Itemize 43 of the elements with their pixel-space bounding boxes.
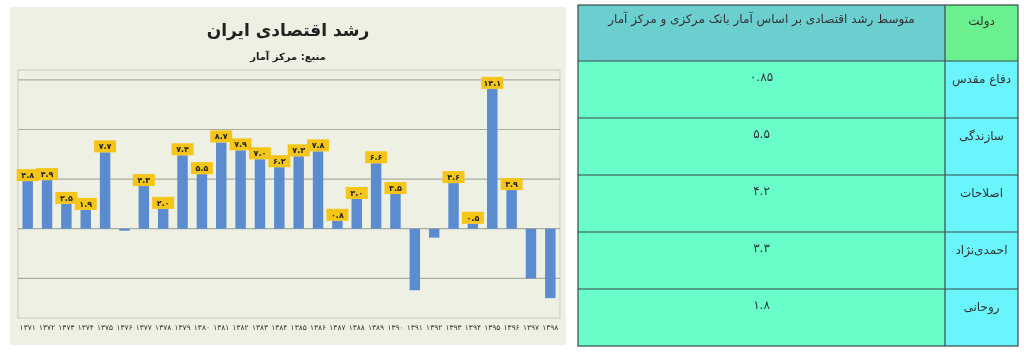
data-label: ۴.۳ xyxy=(137,176,151,186)
data-label: ۴.۲ xyxy=(753,184,770,198)
bar xyxy=(409,228,421,291)
data-label: ۷.۴ xyxy=(176,145,190,155)
data-label: ۷.۸ xyxy=(311,141,325,151)
data-label: ۳.۹ xyxy=(505,180,519,190)
data-label: ۶.۲ xyxy=(272,157,286,167)
text: متوسط رشد اقتصادی بر اساس آمار بانک مرکزی و مرکز آمار xyxy=(607,11,915,27)
data-label: ۵.۵ xyxy=(753,127,770,141)
data-label: ۳.۵ xyxy=(389,184,402,193)
text: دولت xyxy=(968,14,995,29)
category-label: سازندگی xyxy=(959,129,1004,144)
category-label: احمدی‌نژاد xyxy=(955,243,1008,258)
data-label: ۴.۶ xyxy=(447,173,461,183)
data-label: ۷.۳ xyxy=(292,146,306,156)
data-label: ۴.۹ xyxy=(40,170,54,180)
chart-title: رشد اقتصادی ایران xyxy=(206,20,370,41)
data-label: ۰.۵ xyxy=(466,213,480,223)
data-label: ۱.۸ xyxy=(753,298,771,312)
data-label: ۸.۷ xyxy=(214,132,228,142)
bar xyxy=(428,228,440,238)
data-label: ۷.۰ xyxy=(253,149,267,159)
data-label: ۰.۸ xyxy=(330,210,344,220)
data-label: ۱۴.۱ xyxy=(483,78,502,88)
bar xyxy=(525,228,537,279)
bar xyxy=(487,88,498,229)
data-label: ۷.۹ xyxy=(234,140,248,150)
data-label: ۶.۶ xyxy=(369,153,383,163)
category-label: دفاع مقدس xyxy=(951,72,1012,87)
data-label: ۷.۷ xyxy=(98,142,112,152)
category-label: روحانی xyxy=(963,300,1000,315)
data-label: ۱.۹ xyxy=(79,199,93,209)
category-label: اصلاحات xyxy=(959,186,1004,200)
data-label: ۳.۰ xyxy=(350,188,364,198)
chart-subtitle: منبع: مرکز آمار xyxy=(249,50,326,63)
data-label: ۵.۵ xyxy=(195,164,209,174)
data-label: ۲.۰ xyxy=(156,198,170,208)
data-label: ۰.۸۵ xyxy=(749,70,774,84)
bar xyxy=(467,223,479,229)
data-label: ۳.۳ xyxy=(753,241,771,255)
bar xyxy=(545,228,556,299)
data-label: ۴.۸ xyxy=(21,171,35,181)
data-label: ۲.۵ xyxy=(59,193,73,203)
